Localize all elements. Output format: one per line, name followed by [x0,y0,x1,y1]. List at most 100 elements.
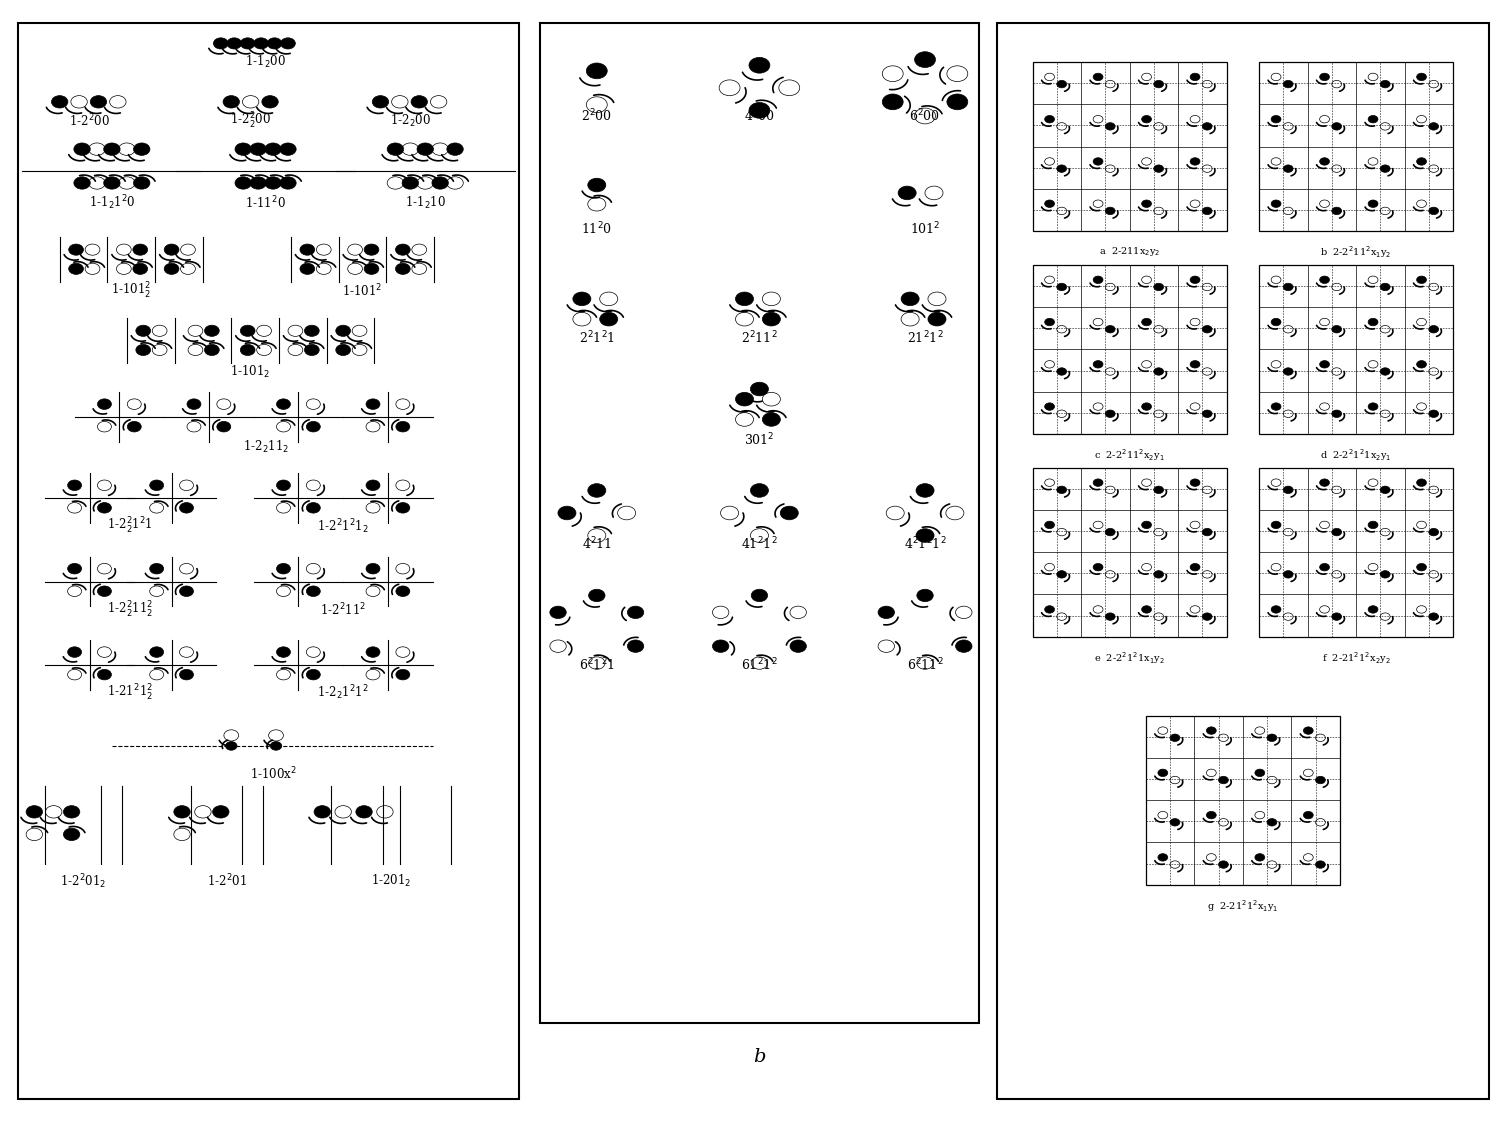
Circle shape [240,326,255,336]
Circle shape [1368,318,1379,326]
Circle shape [364,264,379,274]
Circle shape [573,292,591,305]
Circle shape [1316,777,1325,783]
Bar [1259,265,1453,434]
Text: 1-11$^2$0: 1-11$^2$0 [245,195,286,211]
Circle shape [133,264,148,274]
Circle shape [97,669,112,680]
Circle shape [395,245,410,255]
Circle shape [1416,479,1426,487]
Circle shape [1368,605,1379,613]
Circle shape [749,57,770,73]
Bar [1032,62,1226,231]
Text: 1-2$_2$11$_2$: 1-2$_2$11$_2$ [243,440,288,455]
Circle shape [63,828,81,841]
Circle shape [431,177,448,189]
Circle shape [1153,165,1164,172]
Bar [540,23,979,1023]
Circle shape [276,399,291,409]
Circle shape [1319,479,1329,487]
Text: 301$^2$: 301$^2$ [745,432,774,447]
Circle shape [1283,283,1294,291]
Circle shape [224,96,239,108]
Circle shape [103,143,119,156]
Circle shape [1056,80,1067,88]
Circle shape [1056,570,1067,578]
Bar [997,23,1489,1099]
Circle shape [1368,402,1379,410]
Circle shape [1368,521,1379,529]
Text: 1-2$^2_2$11$^2_2$: 1-2$^2_2$11$^2_2$ [107,600,152,620]
Circle shape [1141,521,1152,529]
Circle shape [300,245,315,255]
Circle shape [386,143,403,156]
Circle shape [1271,115,1282,123]
Text: c: c [1471,1124,1482,1127]
Text: 6$^2$11$^2$: 6$^2$11$^2$ [907,657,943,673]
Text: e  2-2$^2$1$^2$1x$_1$y$_2$: e 2-2$^2$1$^2$1x$_1$y$_2$ [1094,650,1165,666]
Circle shape [1044,605,1055,613]
Circle shape [1056,367,1067,375]
Circle shape [1094,73,1103,81]
Text: 2$^2$11$^2$: 2$^2$11$^2$ [742,330,777,346]
Circle shape [395,503,410,513]
Circle shape [750,382,768,396]
Circle shape [1094,564,1103,571]
Circle shape [955,640,971,653]
Circle shape [1271,521,1282,529]
Circle shape [879,606,895,619]
Circle shape [204,345,219,355]
Circle shape [236,177,251,189]
Text: 101$^2$: 101$^2$ [910,221,940,237]
Circle shape [136,326,151,336]
Text: 1-1$_2$10: 1-1$_2$10 [404,195,446,211]
Circle shape [204,326,219,336]
Circle shape [627,606,643,619]
Text: 1-2$^2_2$1$^2$1: 1-2$^2_2$1$^2$1 [107,516,152,536]
Circle shape [1429,529,1438,535]
Circle shape [1380,80,1391,88]
Circle shape [915,52,935,68]
Text: 1-2$^2_2$00: 1-2$^2_2$00 [230,110,272,131]
Circle shape [306,586,321,596]
Text: 1-101$^2_2$: 1-101$^2_2$ [110,281,152,301]
Circle shape [1106,613,1115,620]
Circle shape [213,806,230,818]
Circle shape [1416,361,1426,369]
Circle shape [588,589,606,602]
Circle shape [366,480,380,490]
Circle shape [1203,410,1212,417]
Circle shape [947,94,968,109]
Circle shape [1283,165,1294,172]
Circle shape [1191,479,1200,487]
Circle shape [928,312,946,326]
Circle shape [149,647,164,657]
Text: 1-2$^2$01$_2$: 1-2$^2$01$_2$ [61,872,106,890]
Circle shape [179,586,194,596]
Text: c  2-2$^2$11$^2$x$_2$y$_1$: c 2-2$^2$11$^2$x$_2$y$_1$ [1094,447,1165,463]
Circle shape [240,38,255,48]
Text: 1-2$^2$01: 1-2$^2$01 [207,873,246,889]
Circle shape [1332,613,1341,620]
Circle shape [366,564,380,574]
Circle shape [1319,73,1329,81]
Circle shape [97,399,112,409]
Circle shape [306,669,321,680]
Text: 1-2$^2$11$^2$: 1-2$^2$11$^2$ [321,602,366,618]
Text: 1-1$_2$1$^2$0: 1-1$_2$1$^2$0 [88,194,136,212]
Circle shape [51,96,69,108]
Circle shape [1255,853,1265,861]
Circle shape [1056,486,1067,494]
Circle shape [279,177,295,189]
Circle shape [1106,326,1115,332]
Circle shape [713,640,730,653]
Circle shape [366,399,380,409]
Circle shape [127,421,142,432]
Circle shape [1191,361,1200,369]
Text: 1-2$_2$00: 1-2$_2$00 [389,113,431,128]
Text: 11$^2$0: 11$^2$0 [582,221,612,237]
Circle shape [1170,734,1180,742]
Circle shape [1429,123,1438,130]
Circle shape [1191,564,1200,571]
Circle shape [264,143,280,156]
